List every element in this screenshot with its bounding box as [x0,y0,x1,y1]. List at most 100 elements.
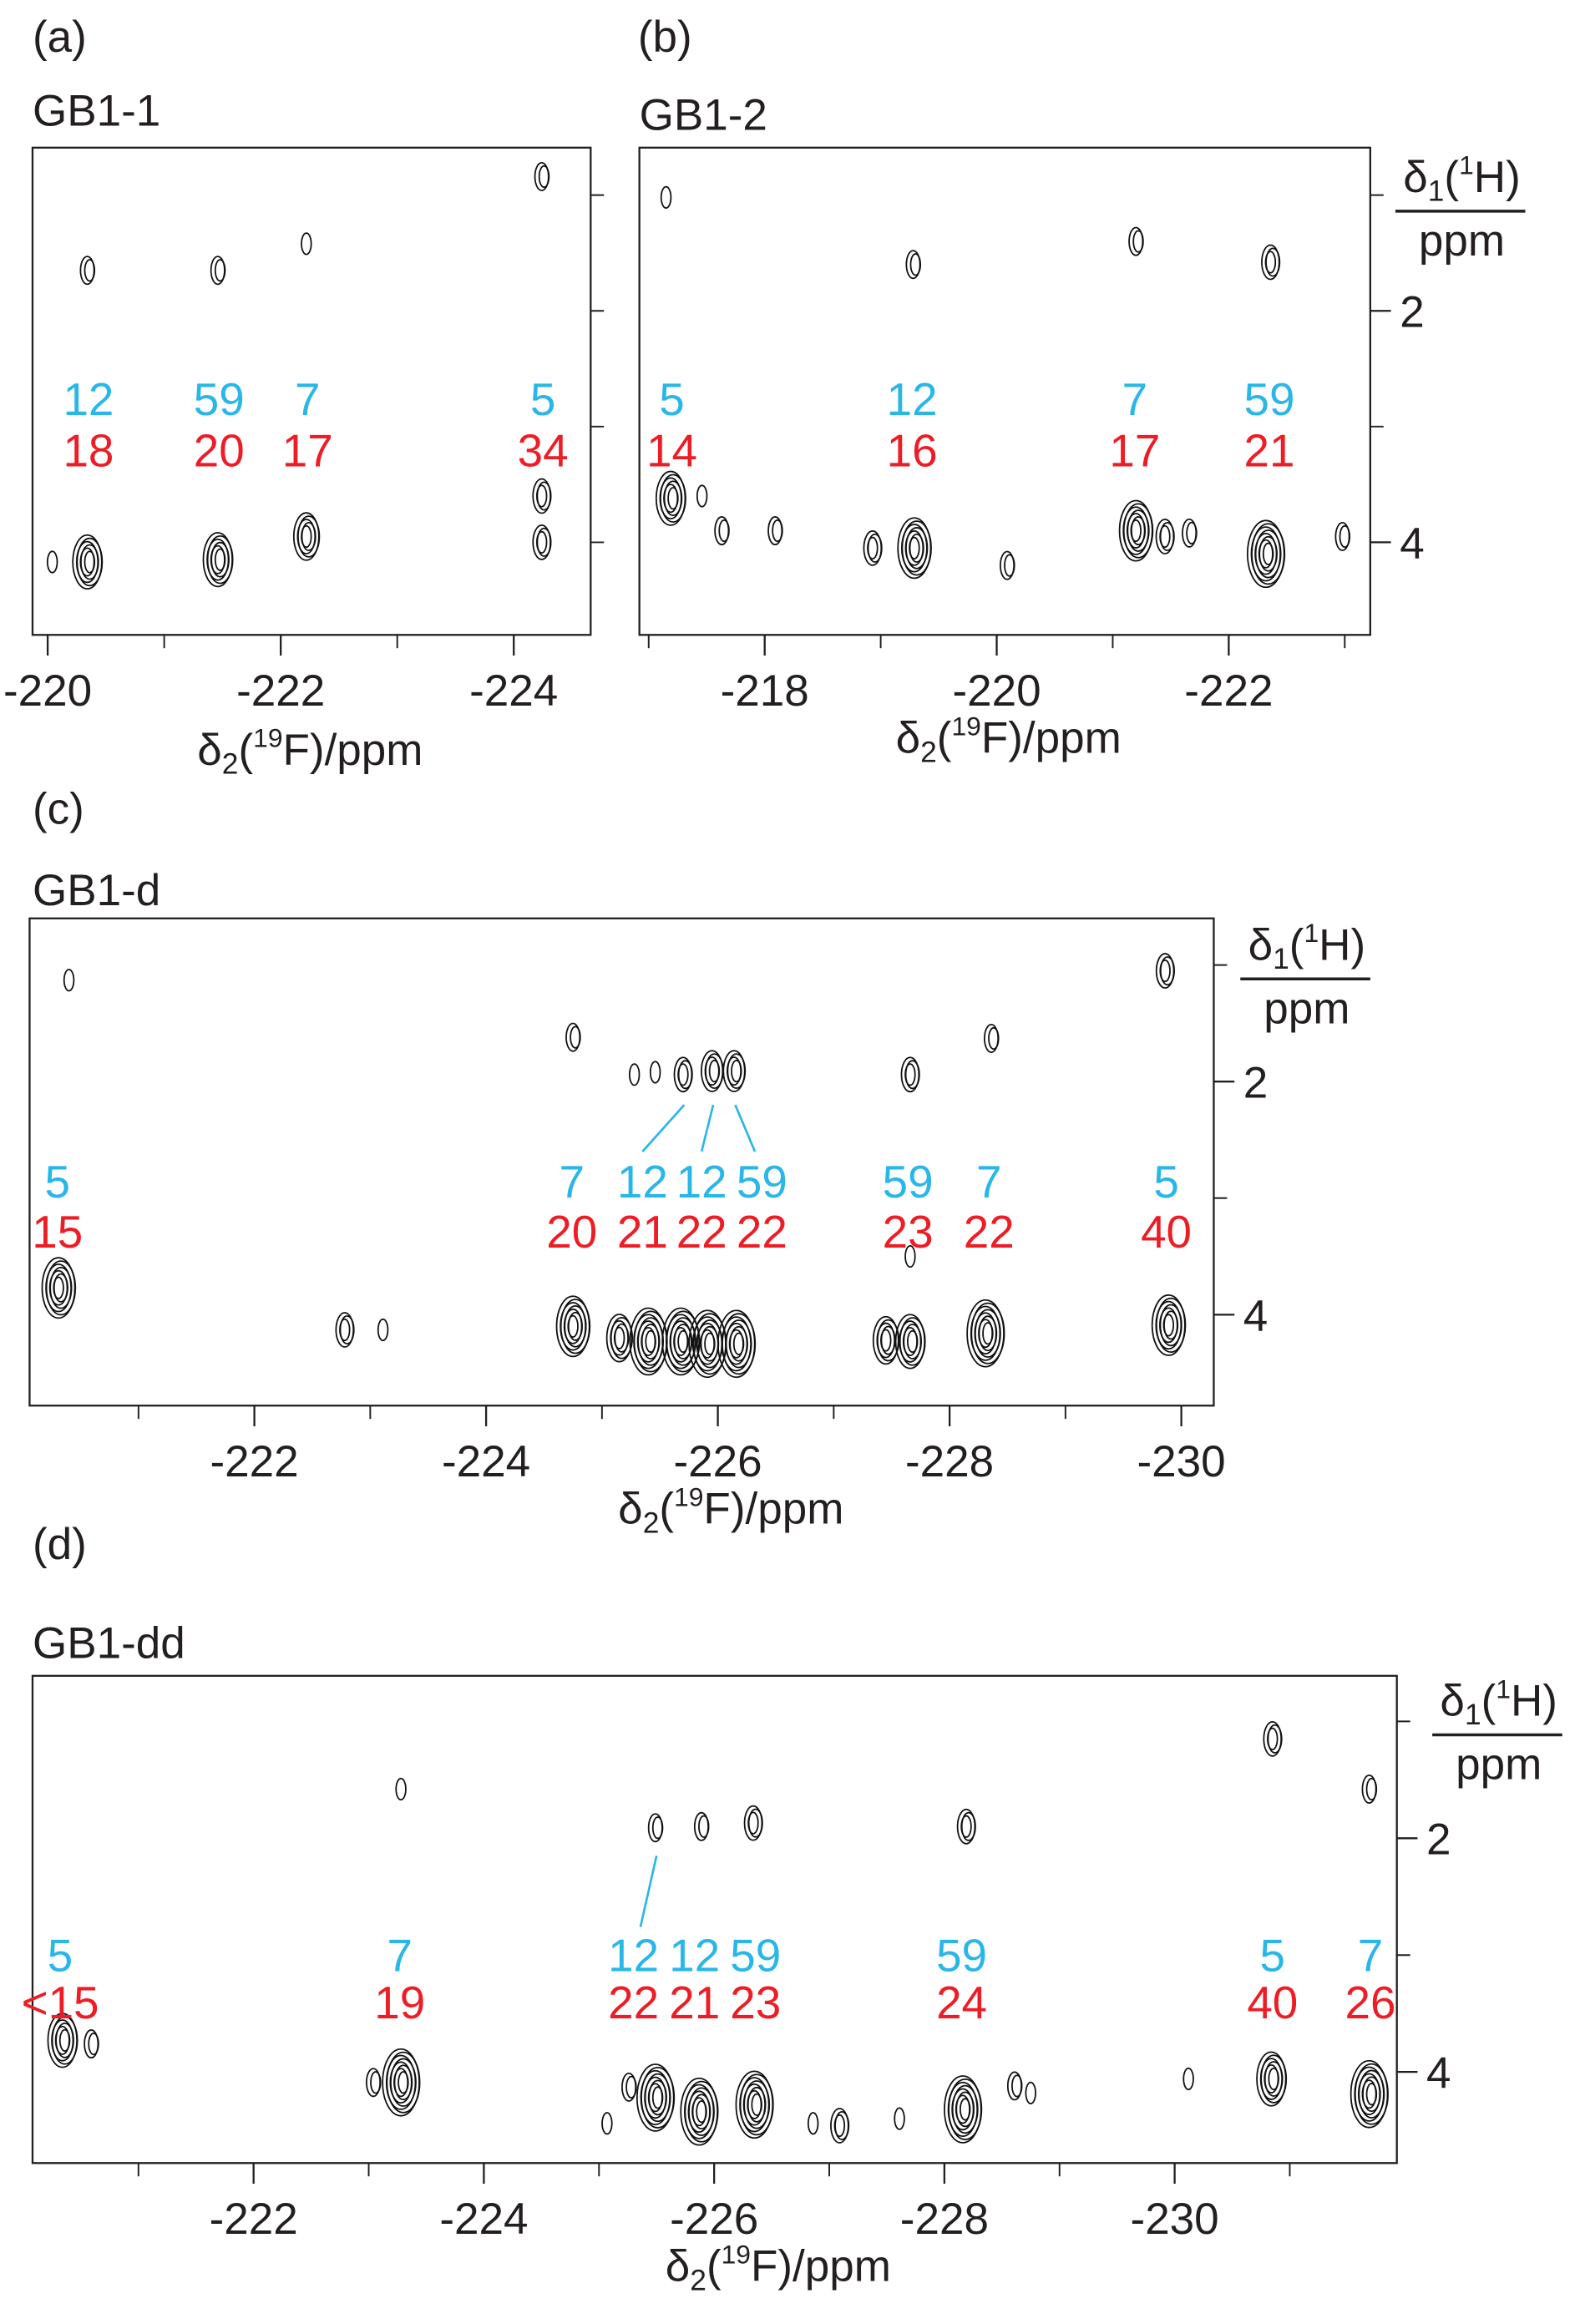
axis-label-delta: δ [1248,920,1274,970]
y-tick-label: 2 [1426,1815,1451,1865]
contour-peak [743,1805,763,1841]
x-tick-label: -222 [210,2195,298,2244]
contour-peak [673,1056,693,1093]
contour-level [732,1332,745,1355]
contour-peak [722,1050,747,1092]
contour-peak [680,2077,719,2146]
axis-label-paren: ( [706,2242,722,2291]
axis-label-paren: ( [1481,1677,1496,1726]
contour-peak [767,516,783,546]
contour-peak [717,1309,757,1379]
axis-label-delta: δ [666,2242,691,2291]
contour-peak [894,1314,926,1370]
contour-peak [1247,519,1286,589]
axis-label-rest: F)/ppm [283,726,423,775]
contour-peak [696,484,708,508]
residue-label: 7 [387,1929,413,1981]
axis-label-delta: δ [1440,1677,1465,1726]
contour-level [751,2093,762,2116]
contour-level [535,530,548,554]
contour-level [214,259,226,282]
contour-level [960,2098,971,2121]
contour-level [613,1326,625,1349]
x-tick-label: -220 [3,666,92,716]
panel-tag: (b) [638,13,692,62]
axis-label-sub: 1 [1428,175,1445,207]
residue-label: 7 [1358,1929,1383,1981]
contour-level [833,2114,846,2138]
value-label: 22 [964,1206,1015,1258]
x-tick-label: -228 [900,2195,989,2244]
contour-level [677,1063,689,1086]
contour-peak [601,2112,613,2135]
axis-label-sup: 1 [1459,150,1474,180]
residue-label: 5 [48,1929,73,1981]
residue-label: 59 [194,373,245,425]
residue-label: 59 [737,1156,787,1208]
contour-peak [1155,519,1175,554]
contour-level [1186,521,1198,544]
x-tick-label: -220 [952,666,1041,716]
contour-level [904,1063,916,1086]
contour-peak [47,2013,78,2068]
contour-peak [395,1777,407,1801]
contour-peak [1263,1720,1283,1757]
residue-label: 5 [659,373,684,425]
contour-level [1004,554,1015,577]
residue-label: 12 [608,1929,659,1981]
contour-level [1159,524,1171,549]
axis-label-paren: ( [238,726,253,775]
y-tick-label: 4 [1426,2049,1451,2099]
contour-level [667,487,679,510]
contour-peak [292,512,321,561]
contour-peak [714,516,730,546]
value-label: 24 [936,1977,987,2028]
contour-peak [956,1808,976,1845]
contour-peak [905,250,922,280]
axis-label-paren: ( [1444,153,1459,202]
axis-label-sub: 2 [643,1506,660,1539]
x-tick-label: -224 [469,666,558,716]
panel-title: GB1-2 [640,91,767,140]
contour-peak [72,534,104,590]
residue-label: 7 [295,373,320,425]
residue-label: 12 [676,1156,727,1208]
contour-level [538,165,550,189]
value-label: 23 [730,1977,781,2028]
contour-peak [210,256,226,286]
axis-label-rest: H) [1474,153,1521,202]
contour-level [909,253,922,276]
contour-peak [863,529,883,566]
axis-label-rest: F)/ppm [703,1485,843,1534]
annotation-leader-line [641,1104,686,1152]
contour-level [58,2028,71,2052]
panel-title: GB1-dd [33,1619,185,1668]
contour-peak [897,517,932,580]
value-label: 20 [546,1206,597,1258]
contour-peak [1256,2051,1288,2107]
contour-level [660,185,672,210]
value-label: 26 [1345,1977,1396,2028]
contour-level [1130,519,1142,543]
value-label: 34 [518,425,569,477]
contour-peak [79,256,96,286]
value-label: 21 [1244,425,1295,477]
contour-peak [693,1811,710,1841]
x-tick-label: -224 [439,2195,528,2244]
contour-peak [335,1312,355,1348]
axis-label-sup: 19 [253,723,282,753]
axis-label-rest: H) [1511,1677,1557,1726]
contour-level [988,1026,1000,1051]
panel-tag: (a) [33,13,87,62]
contour-peak [532,524,552,560]
axis-label-sup: 19 [722,2240,751,2270]
y-axis-unit: ppm [1263,984,1350,1033]
y-tick-label: 2 [1243,1059,1269,1108]
axis-label-sup: 19 [951,711,980,742]
contour-level [698,1815,710,1838]
contour-level [651,2086,664,2109]
axis-label-sub: 2 [690,2264,706,2296]
value-label: 17 [282,425,333,477]
